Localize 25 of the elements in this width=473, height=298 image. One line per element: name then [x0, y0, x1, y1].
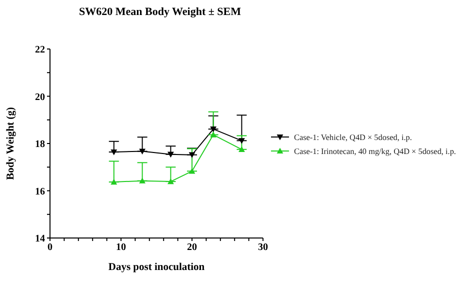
- point: [238, 138, 245, 144]
- y-tick-label: 16: [35, 186, 45, 198]
- y-tick-label: 20: [35, 92, 45, 103]
- chart-title: SW620 Mean Body Weight ± SEM: [78, 6, 242, 18]
- x-tick-label: 10: [116, 242, 126, 254]
- x-tick-label: 30: [258, 242, 268, 254]
- point: [110, 178, 118, 185]
- point: [238, 146, 245, 152]
- point: [210, 132, 216, 138]
- point: [210, 126, 216, 132]
- point: [139, 148, 146, 154]
- y-tick-label: 18: [35, 139, 45, 150]
- point: [168, 152, 174, 158]
- x-tick-label: 0: [48, 242, 52, 254]
- y-axis-title: Body Weight (g): [6, 106, 17, 180]
- point: [139, 178, 146, 184]
- legend-label: Case-1: Irinotecan, 40 mg/kg, Q4D × 5dosed, i.p.: [294, 146, 456, 156]
- x-tick-label: 20: [187, 242, 197, 254]
- point: [188, 152, 196, 158]
- x-axis-title: Days post inoculation: [108, 262, 205, 273]
- y-tick-label: 22: [35, 44, 45, 56]
- point: [110, 149, 118, 156]
- legend-label: Case-1: Vehicle, Q4D × 5dosed, i.p.: [294, 132, 412, 142]
- y-tick-label: 14: [35, 234, 45, 245]
- point: [168, 178, 174, 184]
